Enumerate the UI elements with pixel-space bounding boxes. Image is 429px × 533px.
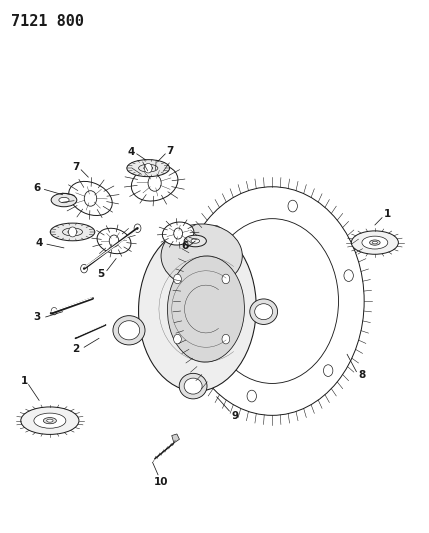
Ellipse shape (50, 223, 95, 241)
Circle shape (174, 274, 181, 284)
Ellipse shape (351, 231, 399, 254)
Text: 2: 2 (72, 344, 79, 354)
Circle shape (145, 164, 152, 173)
Circle shape (169, 173, 375, 429)
Text: 1: 1 (21, 376, 28, 386)
Ellipse shape (167, 256, 245, 362)
Circle shape (134, 224, 141, 232)
Circle shape (191, 321, 200, 333)
Ellipse shape (97, 228, 131, 254)
Ellipse shape (250, 299, 278, 325)
Ellipse shape (68, 230, 77, 234)
Ellipse shape (179, 373, 207, 399)
Ellipse shape (255, 304, 273, 320)
Text: 3: 3 (33, 312, 41, 322)
Ellipse shape (144, 166, 153, 170)
Circle shape (344, 270, 353, 281)
Polygon shape (172, 434, 179, 443)
Text: 1: 1 (384, 209, 391, 220)
Text: 6: 6 (33, 183, 41, 193)
Ellipse shape (21, 407, 79, 434)
Circle shape (288, 200, 297, 212)
Ellipse shape (51, 193, 77, 207)
Circle shape (206, 219, 338, 383)
Circle shape (247, 390, 257, 402)
Text: 7121 800: 7121 800 (12, 14, 85, 29)
Circle shape (211, 225, 221, 237)
Text: 7: 7 (166, 146, 173, 156)
Circle shape (174, 228, 183, 239)
Text: 5: 5 (97, 270, 105, 279)
Ellipse shape (184, 378, 202, 394)
Text: 8: 8 (358, 370, 366, 381)
Text: 10: 10 (154, 477, 168, 487)
Ellipse shape (372, 241, 378, 244)
Circle shape (81, 264, 88, 273)
Ellipse shape (127, 160, 169, 176)
Circle shape (174, 334, 181, 344)
Ellipse shape (161, 224, 242, 288)
Circle shape (51, 308, 57, 315)
Text: 6: 6 (181, 241, 188, 251)
Ellipse shape (362, 236, 388, 249)
Ellipse shape (34, 413, 66, 428)
Text: 9: 9 (232, 411, 239, 422)
Text: 4: 4 (127, 147, 135, 157)
Ellipse shape (131, 165, 178, 201)
Ellipse shape (47, 419, 53, 422)
Ellipse shape (369, 240, 380, 245)
Circle shape (222, 274, 230, 284)
Circle shape (69, 227, 76, 237)
Ellipse shape (43, 417, 56, 424)
Ellipse shape (118, 321, 140, 340)
Ellipse shape (69, 181, 112, 215)
Circle shape (84, 191, 97, 206)
Ellipse shape (59, 197, 69, 203)
Ellipse shape (139, 227, 256, 391)
Circle shape (109, 235, 119, 247)
Ellipse shape (191, 239, 199, 243)
Text: 7: 7 (72, 161, 79, 172)
Ellipse shape (162, 222, 194, 245)
Text: 4: 4 (36, 238, 43, 247)
Ellipse shape (184, 235, 206, 247)
Circle shape (148, 175, 161, 191)
Ellipse shape (113, 316, 145, 345)
Circle shape (222, 334, 230, 344)
Circle shape (323, 365, 333, 376)
